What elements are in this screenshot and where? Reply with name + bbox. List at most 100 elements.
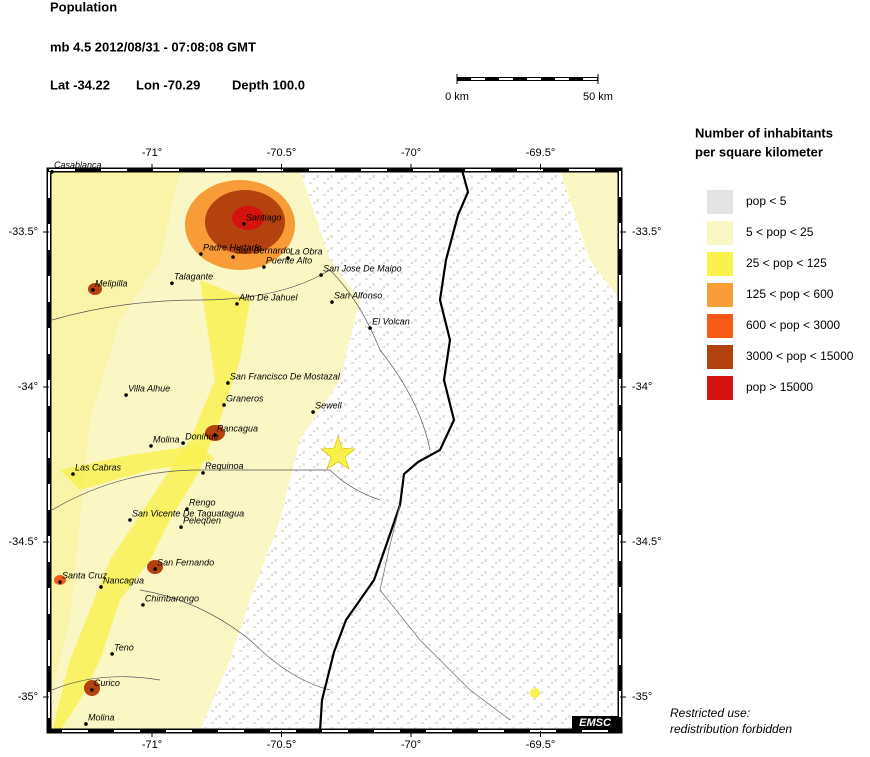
city-dot bbox=[286, 256, 290, 260]
city-dot bbox=[110, 652, 114, 656]
legend-title: per square kilometer bbox=[695, 144, 823, 159]
lon: Lon -70.29 bbox=[136, 77, 200, 92]
scale-bar: 0 km 50 km bbox=[445, 74, 613, 103]
legend-swatch bbox=[707, 314, 733, 338]
city-dot bbox=[368, 326, 372, 330]
legend-label: pop < 5 bbox=[746, 194, 787, 208]
city-label: Chimbarongo bbox=[145, 593, 199, 603]
lon-tick-label: -70° bbox=[401, 147, 421, 159]
city-label: Graneros bbox=[226, 393, 264, 403]
footer: Restricted use: bbox=[670, 706, 750, 720]
city-dot bbox=[235, 302, 239, 306]
city-label: Curico bbox=[94, 678, 120, 688]
legend-swatch bbox=[707, 345, 733, 369]
lon-tick-label: -71° bbox=[142, 147, 162, 159]
legend-label: 25 < pop < 125 bbox=[746, 256, 827, 270]
legend-label: pop > 15000 bbox=[746, 380, 813, 394]
scale-start: 0 km bbox=[445, 91, 469, 103]
city-dot bbox=[58, 580, 62, 584]
city-label: Rengo bbox=[189, 498, 216, 508]
city-label: Talagante bbox=[174, 272, 213, 282]
city-dot bbox=[231, 255, 235, 259]
map-frame bbox=[46, 167, 623, 734]
city-label: San Vicente De Taguatagua bbox=[132, 508, 244, 518]
city-label: Padre Hurtado bbox=[203, 242, 262, 252]
lon-tick-label: -70° bbox=[401, 739, 421, 751]
city-label: Melipilla bbox=[95, 278, 128, 288]
city-label: Teno bbox=[114, 642, 134, 652]
city-dot bbox=[185, 507, 189, 511]
city-dot bbox=[128, 518, 132, 522]
city-label: San Alfonso bbox=[334, 290, 382, 300]
city-dot bbox=[213, 433, 217, 437]
city-dot bbox=[71, 472, 75, 476]
legend-label: 3000 < pop < 15000 bbox=[746, 349, 854, 363]
legend-swatch bbox=[707, 190, 733, 214]
legend-swatch bbox=[707, 283, 733, 307]
city-label: San Bernardo bbox=[235, 245, 291, 255]
city-dot bbox=[84, 722, 88, 726]
city-dot bbox=[311, 410, 315, 414]
legend-swatch bbox=[707, 221, 733, 245]
lon-tick-label: -71° bbox=[142, 739, 162, 751]
lon-tick-label: -70.5° bbox=[267, 147, 296, 159]
city-label: Villa Alhue bbox=[128, 383, 170, 393]
legend-label: 600 < pop < 3000 bbox=[746, 318, 840, 332]
city-label: Nancagua bbox=[103, 575, 144, 585]
city-label: Santiago bbox=[246, 212, 282, 222]
lon-tick-label: -69.5° bbox=[526, 739, 555, 751]
city-dot bbox=[124, 393, 128, 397]
lat-tick-label: -34.5° bbox=[632, 536, 661, 548]
city-dot bbox=[201, 471, 205, 475]
event: mb 4.5 2012/08/31 - 07:08:08 GMT bbox=[50, 39, 256, 54]
city-dot bbox=[319, 273, 323, 277]
lat-tick-label: -35° bbox=[18, 691, 38, 703]
city-label: Pelequen bbox=[183, 515, 221, 525]
city-label: Alto De Jahuel bbox=[238, 292, 299, 302]
lat: Lat -34.22 bbox=[50, 77, 110, 92]
city-label: San Francisco De Mostazal bbox=[230, 371, 341, 381]
city-dot bbox=[222, 403, 226, 407]
lat-tick-label: -34° bbox=[632, 381, 652, 393]
city-dot bbox=[226, 381, 230, 385]
city-dot bbox=[153, 567, 157, 571]
city-label: San Jose De Maipo bbox=[323, 263, 402, 273]
city-label: Rancagua bbox=[217, 423, 258, 433]
legend-swatch bbox=[707, 376, 733, 400]
city-dot bbox=[181, 441, 185, 445]
logo-box bbox=[572, 716, 618, 729]
city-label: Las Cabras bbox=[75, 462, 122, 472]
logo: EMSC bbox=[579, 717, 612, 729]
city-dot bbox=[90, 688, 94, 692]
city-dot bbox=[91, 288, 95, 292]
city-dot bbox=[242, 222, 246, 226]
city-label: Sewell bbox=[315, 400, 343, 410]
lat-tick-label: -35° bbox=[632, 691, 652, 703]
city-label: San Fernando bbox=[157, 557, 214, 567]
city-dot bbox=[170, 281, 174, 285]
depth: Depth 100.0 bbox=[232, 77, 305, 92]
epicenter bbox=[320, 435, 356, 470]
title: Population bbox=[50, 0, 117, 14]
city-label: Donihue bbox=[185, 431, 219, 441]
legend-label: 5 < pop < 25 bbox=[746, 225, 814, 239]
lon-tick-label: -70.5° bbox=[267, 739, 296, 751]
city-label: Casablanca bbox=[54, 160, 102, 170]
city-dot bbox=[149, 444, 153, 448]
city-label: El Volcan bbox=[372, 316, 410, 326]
city-dot bbox=[262, 265, 266, 269]
lat-tick-label: -34.5° bbox=[9, 536, 38, 548]
lat-tick-label: -33.5° bbox=[9, 226, 38, 238]
city-label: Molina bbox=[153, 434, 180, 444]
city-dot bbox=[99, 585, 103, 589]
scale-end: 50 km bbox=[583, 91, 613, 103]
city-label: Puente Alto bbox=[266, 255, 312, 265]
city-dot bbox=[199, 252, 203, 256]
city-dot bbox=[330, 300, 334, 304]
city-dot bbox=[179, 525, 183, 529]
city-dot bbox=[50, 170, 54, 174]
city-label: Molina bbox=[88, 712, 115, 722]
lon-tick-label: -69.5° bbox=[526, 147, 555, 159]
